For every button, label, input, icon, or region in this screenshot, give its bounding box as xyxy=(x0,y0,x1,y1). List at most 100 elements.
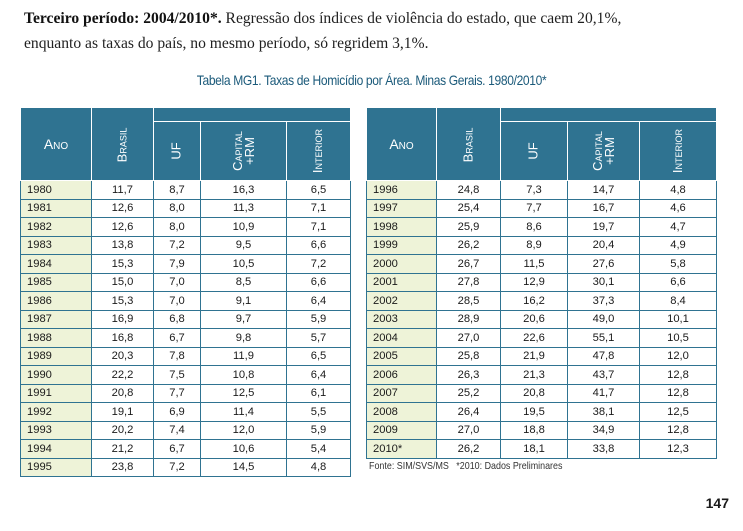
table-row: 2010* 26,2 18,1 33,8 12,3 xyxy=(366,439,717,459)
cell-uf: 8,0 xyxy=(153,217,201,237)
cell-uf: 18,1 xyxy=(500,439,568,459)
cell-brasil: 16,9 xyxy=(91,309,154,329)
cell-ano: 1982 xyxy=(20,217,92,237)
cell-capital: 10,6 xyxy=(200,439,287,459)
table-body-right: 1996 24,8 7,3 14,7 4,8 1997 25,4 7,7 16,7 4,6 1998… xyxy=(366,180,717,459)
cell-ano: 2005 xyxy=(366,346,437,366)
cell-capital: 14,5 xyxy=(200,457,287,477)
table-caption: Tabela MG1. Taxas de Homicídio por Área.… xyxy=(196,72,547,88)
cell-uf: 7,0 xyxy=(153,272,201,292)
cell-uf: 19,5 xyxy=(500,402,568,422)
table-row: 1992 19,1 6,9 11,4 5,5 xyxy=(20,402,351,422)
cell-interior: 6,4 xyxy=(286,291,351,311)
cell-interior: 7,1 xyxy=(286,217,351,237)
cell-interior: 7,1 xyxy=(286,198,351,218)
cell-capital: 11,4 xyxy=(200,402,287,422)
cell-interior: 12,8 xyxy=(639,420,717,440)
cell-brasil: 13,8 xyxy=(91,235,154,255)
cell-interior: 10,5 xyxy=(639,328,717,348)
cell-capital: 19,7 xyxy=(567,217,640,237)
header-capital: Capital +RM xyxy=(567,121,640,181)
cell-ano: 2000 xyxy=(366,254,437,274)
cell-brasil: 20,2 xyxy=(91,420,154,440)
cell-capital: 27,6 xyxy=(567,254,640,274)
cell-brasil: 12,6 xyxy=(91,217,154,237)
cell-brasil: 16,8 xyxy=(91,328,154,348)
cell-brasil: 28,9 xyxy=(436,309,501,329)
table-row: 1994 21,2 6,7 10,6 5,4 xyxy=(20,439,351,459)
cell-ano: 2008 xyxy=(366,402,437,422)
cell-ano: 2004 xyxy=(366,328,437,348)
cell-capital: 41,7 xyxy=(567,383,640,403)
cell-uf: 7,7 xyxy=(153,383,201,403)
cell-brasil: 25,9 xyxy=(436,217,501,237)
cell-uf: 6,9 xyxy=(153,402,201,422)
cell-capital: 8,5 xyxy=(200,272,287,292)
table-row: 2009 27,0 18,8 34,9 12,8 xyxy=(366,420,717,440)
header-brasil: Brasil xyxy=(436,107,501,181)
table-row: 2004 27,0 22,6 55,1 10,5 xyxy=(366,328,717,348)
cell-ano: 1984 xyxy=(20,254,92,274)
cell-interior: 12,8 xyxy=(639,383,717,403)
table-row: 1995 23,8 7,2 14,5 4,8 xyxy=(20,457,351,477)
cell-uf: 8,6 xyxy=(500,217,568,237)
cell-capital: 30,1 xyxy=(567,272,640,292)
cell-ano: 1989 xyxy=(20,346,92,366)
cell-uf: 7,9 xyxy=(153,254,201,274)
cell-brasil: 25,8 xyxy=(436,346,501,366)
table-row: 1999 26,2 8,9 20,4 4,9 xyxy=(366,235,717,255)
cell-capital: 11,3 xyxy=(200,198,287,218)
source-note: Fonte: SIM/SVS/MS *2010: Dados Prelimina… xyxy=(369,460,563,472)
table-row: 1981 12,6 8,0 11,3 7,1 xyxy=(20,198,351,218)
cell-capital: 38,1 xyxy=(567,402,640,422)
cell-uf: 7,0 xyxy=(153,291,201,311)
table-row: 2003 28,9 20,6 49,0 10,1 xyxy=(366,309,717,329)
cell-uf: 8,9 xyxy=(500,235,568,255)
cell-ano: 1987 xyxy=(20,309,92,329)
cell-capital: 20,4 xyxy=(567,235,640,255)
cell-ano: 1988 xyxy=(20,328,92,348)
cell-ano: 1992 xyxy=(20,402,92,422)
cell-brasil: 26,4 xyxy=(436,402,501,422)
table-row: 1982 12,6 8,0 10,9 7,1 xyxy=(20,217,351,237)
cell-uf: 7,2 xyxy=(153,457,201,477)
table-row: 1997 25,4 7,7 16,7 4,6 xyxy=(366,198,717,218)
cell-ano: 1990 xyxy=(20,365,92,385)
cell-brasil: 20,8 xyxy=(91,383,154,403)
cell-capital: 9,5 xyxy=(200,235,287,255)
cell-interior: 4,8 xyxy=(286,457,351,477)
cell-uf: 6,7 xyxy=(153,328,201,348)
cell-brasil: 15,0 xyxy=(91,272,154,292)
cell-uf: 7,5 xyxy=(153,365,201,385)
cell-interior: 5,9 xyxy=(286,420,351,440)
cell-ano: 1997 xyxy=(366,198,437,218)
header-uf: UF xyxy=(500,121,568,181)
cell-ano: 1983 xyxy=(20,235,92,255)
table-row: 1989 20,3 7,8 11,9 6,5 xyxy=(20,346,351,366)
cell-uf: 7,8 xyxy=(153,346,201,366)
header-group-mg xyxy=(153,106,351,123)
cell-capital: 16,3 xyxy=(200,180,287,200)
cell-brasil: 25,4 xyxy=(436,198,501,218)
cell-ano: 1985 xyxy=(20,272,92,292)
cell-ano: 2009 xyxy=(366,420,437,440)
cell-uf: 6,7 xyxy=(153,439,201,459)
cell-interior: 6,5 xyxy=(286,346,351,366)
table-row: 1996 24,8 7,3 14,7 4,8 xyxy=(366,180,717,200)
cell-ano: 1981 xyxy=(20,198,92,218)
table-row: 1980 11,7 8,7 16,3 6,5 xyxy=(20,180,351,200)
intro-paragraph: Terceiro período: 2004/2010*. Regressão … xyxy=(24,6,736,56)
cell-capital: 12,5 xyxy=(200,383,287,403)
cell-brasil: 21,2 xyxy=(91,439,154,459)
cell-capital: 16,7 xyxy=(567,198,640,218)
cell-capital: 11,9 xyxy=(200,346,287,366)
cell-interior: 6,5 xyxy=(286,180,351,200)
cell-ano: 1993 xyxy=(20,420,92,440)
table-row: 1988 16,8 6,7 9,8 5,7 xyxy=(20,328,351,348)
cell-uf: 21,3 xyxy=(500,365,568,385)
cell-capital: 49,0 xyxy=(567,309,640,329)
cell-interior: 5,4 xyxy=(286,439,351,459)
cell-capital: 9,1 xyxy=(200,291,287,311)
page-number: 147 xyxy=(705,495,729,511)
cell-uf: 22,6 xyxy=(500,328,568,348)
